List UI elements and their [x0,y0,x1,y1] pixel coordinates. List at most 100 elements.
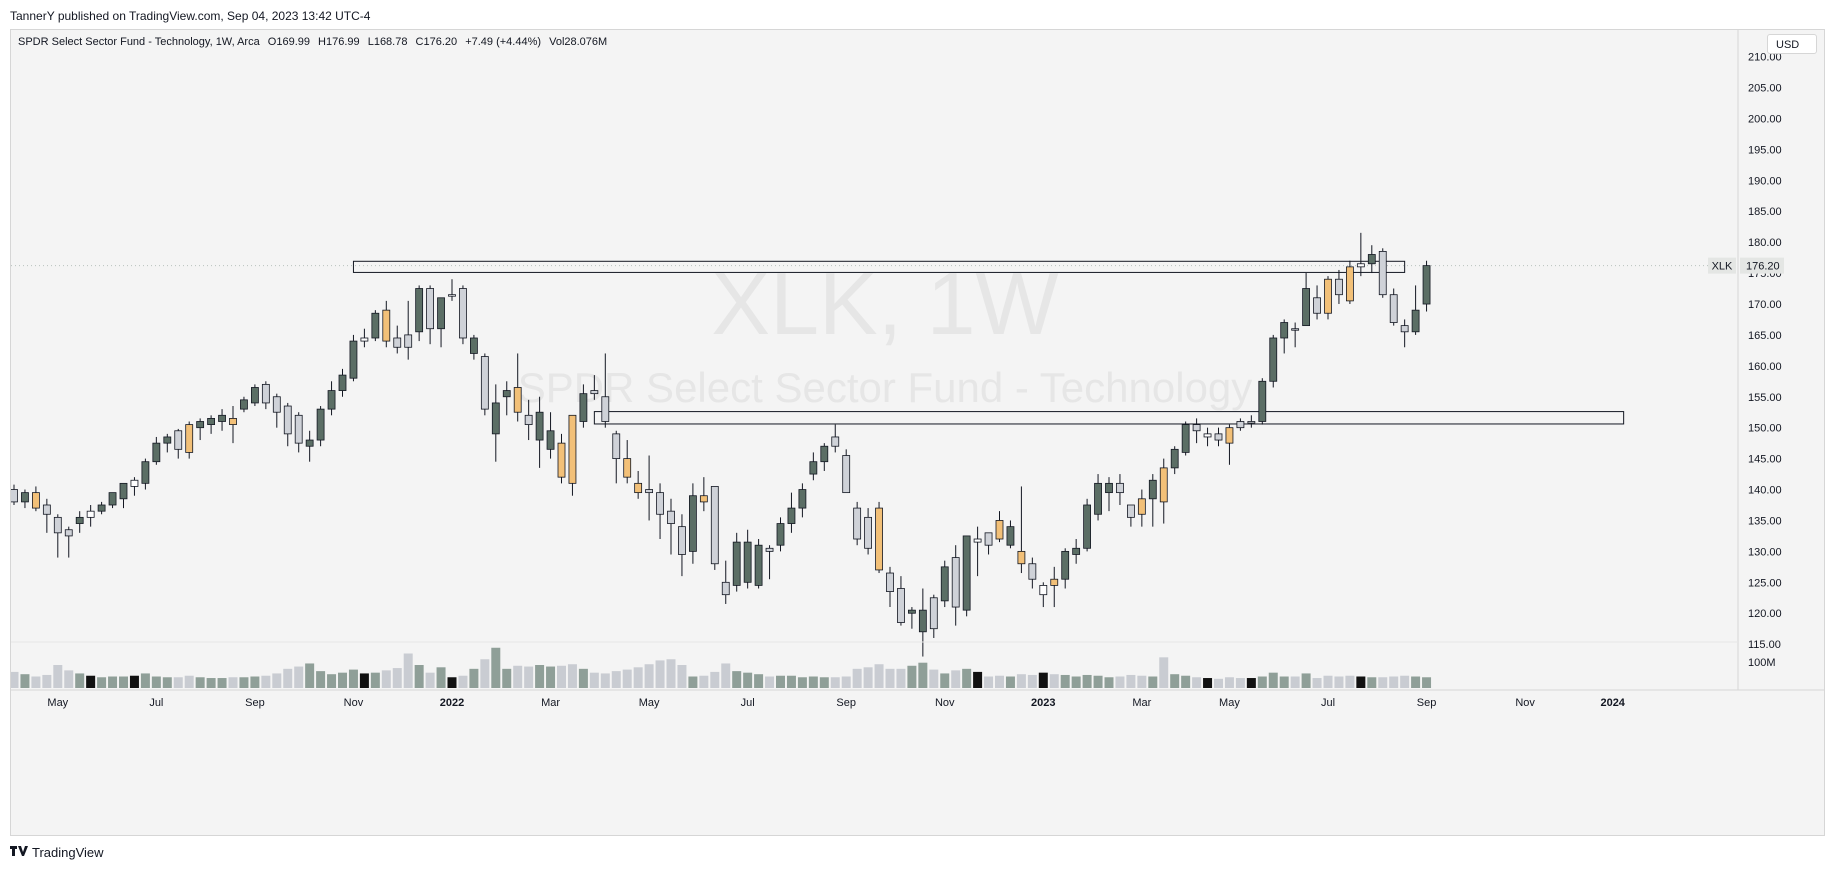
legend-open: O169.99 [267,36,310,48]
volume-bar [338,672,347,688]
volume-bar [184,675,194,688]
legend-volume: Vol28.076M [549,36,608,48]
time-tick-label: May [639,697,660,709]
volume-bar [447,677,457,688]
zone-rectangle [593,411,1625,425]
candle [798,483,807,518]
candle [1072,539,1081,564]
volume-bar [1038,672,1048,688]
candle-body [11,489,18,503]
candle-body [1324,278,1332,314]
publish-info: TannerY published on TradingView.com, Se… [10,9,371,23]
volume-bar [1148,676,1158,688]
chart-pane[interactable]: XLK, 1W SPDR Select Sector Fund - Techno… [10,29,1825,836]
volume-bar [644,664,654,688]
volume-bar [42,674,52,688]
volume-bar [546,666,556,688]
candle [97,501,106,515]
candle [141,458,150,490]
volume-bar [425,672,435,688]
candle-body [918,609,927,633]
volume-bar [951,670,961,688]
volume-bar [1345,675,1355,688]
candle-body [557,442,566,478]
time-tick-label: 2024 [1600,697,1625,709]
volume-bar [1060,674,1070,688]
price-tick-label: 190.00 [1748,175,1782,187]
candle-body [393,337,402,348]
candle-body [119,482,128,500]
currency-selector[interactable]: USD [1767,34,1817,54]
candle-body [382,309,391,342]
candle [787,492,796,533]
horizontal-zones[interactable] [352,260,1625,425]
candle-body [1367,254,1376,265]
volume-bar [458,675,468,688]
price-axis[interactable]: 210.00 205.00 200.00 195.00 190.00 185.00 180.… [1737,30,1782,690]
volume-bar [403,653,413,688]
candle [250,384,259,407]
candle [316,406,325,447]
candle-body [1094,482,1102,515]
candle-body [415,288,424,333]
volume-bar [655,660,665,688]
volume-bar [874,664,884,688]
symbol-legend[interactable]: SPDR Select Sector Fund - Technology, 1W… [18,36,612,48]
candle [940,560,949,608]
candle [459,285,467,345]
candle-body [64,529,73,537]
candle-body [1127,504,1135,518]
price-tick-label: 140.00 [1748,485,1782,497]
volume-bar [11,671,19,688]
volume-bar [721,663,731,688]
candle-body [53,516,62,534]
candle [448,279,456,301]
candles[interactable] [11,232,1431,657]
candle [929,594,938,638]
volume-bar [765,676,775,688]
tradingview-brand[interactable]: TradingView [10,845,104,860]
volume-bar [327,674,337,688]
candle-body [678,526,686,555]
candle [437,297,445,348]
volume-bar [995,675,1004,688]
candle-body [754,544,763,586]
candle-body [645,489,653,494]
time-tick-label: Mar [1132,697,1151,709]
candle [294,412,303,453]
volume-bar [1214,678,1223,688]
candle-body [469,337,478,354]
volume-bar [1192,677,1202,688]
volume-bar [1082,674,1092,688]
volume-bar [1378,677,1388,688]
candle [513,353,522,422]
candle [864,508,872,555]
volume-bar [1203,678,1213,688]
volume-bar [414,665,424,688]
watermark-symbol: XLK, 1W [711,254,1058,353]
candle [86,504,95,527]
candle-body [141,461,150,484]
price-tick-label: 135.00 [1748,515,1782,527]
candle-body [1422,265,1431,305]
candle-body [283,405,292,435]
candle-body [152,442,161,463]
candle [557,433,566,484]
candle [776,517,785,552]
candle [973,526,982,577]
price-tick-label: 155.00 [1748,392,1782,404]
volume-bar [1235,678,1245,688]
candle-body [108,492,117,506]
candle-body [513,387,522,413]
volume-bar [250,676,260,688]
candle [699,477,708,512]
time-axis[interactable]: May Jul Sep Nov 2022 Mar May Jul Sep Nov 2023 Mar Ma… [11,641,1824,709]
volume-bar [491,647,501,688]
volume-bar [1093,675,1103,688]
candle [842,449,851,494]
candle-body [426,288,435,330]
volume-bar [1137,675,1147,688]
candle [1170,446,1179,475]
volume-bar [567,664,577,688]
chart-canvas[interactable]: XLK, 1W SPDR Select Sector Fund - Techno… [11,30,1824,835]
